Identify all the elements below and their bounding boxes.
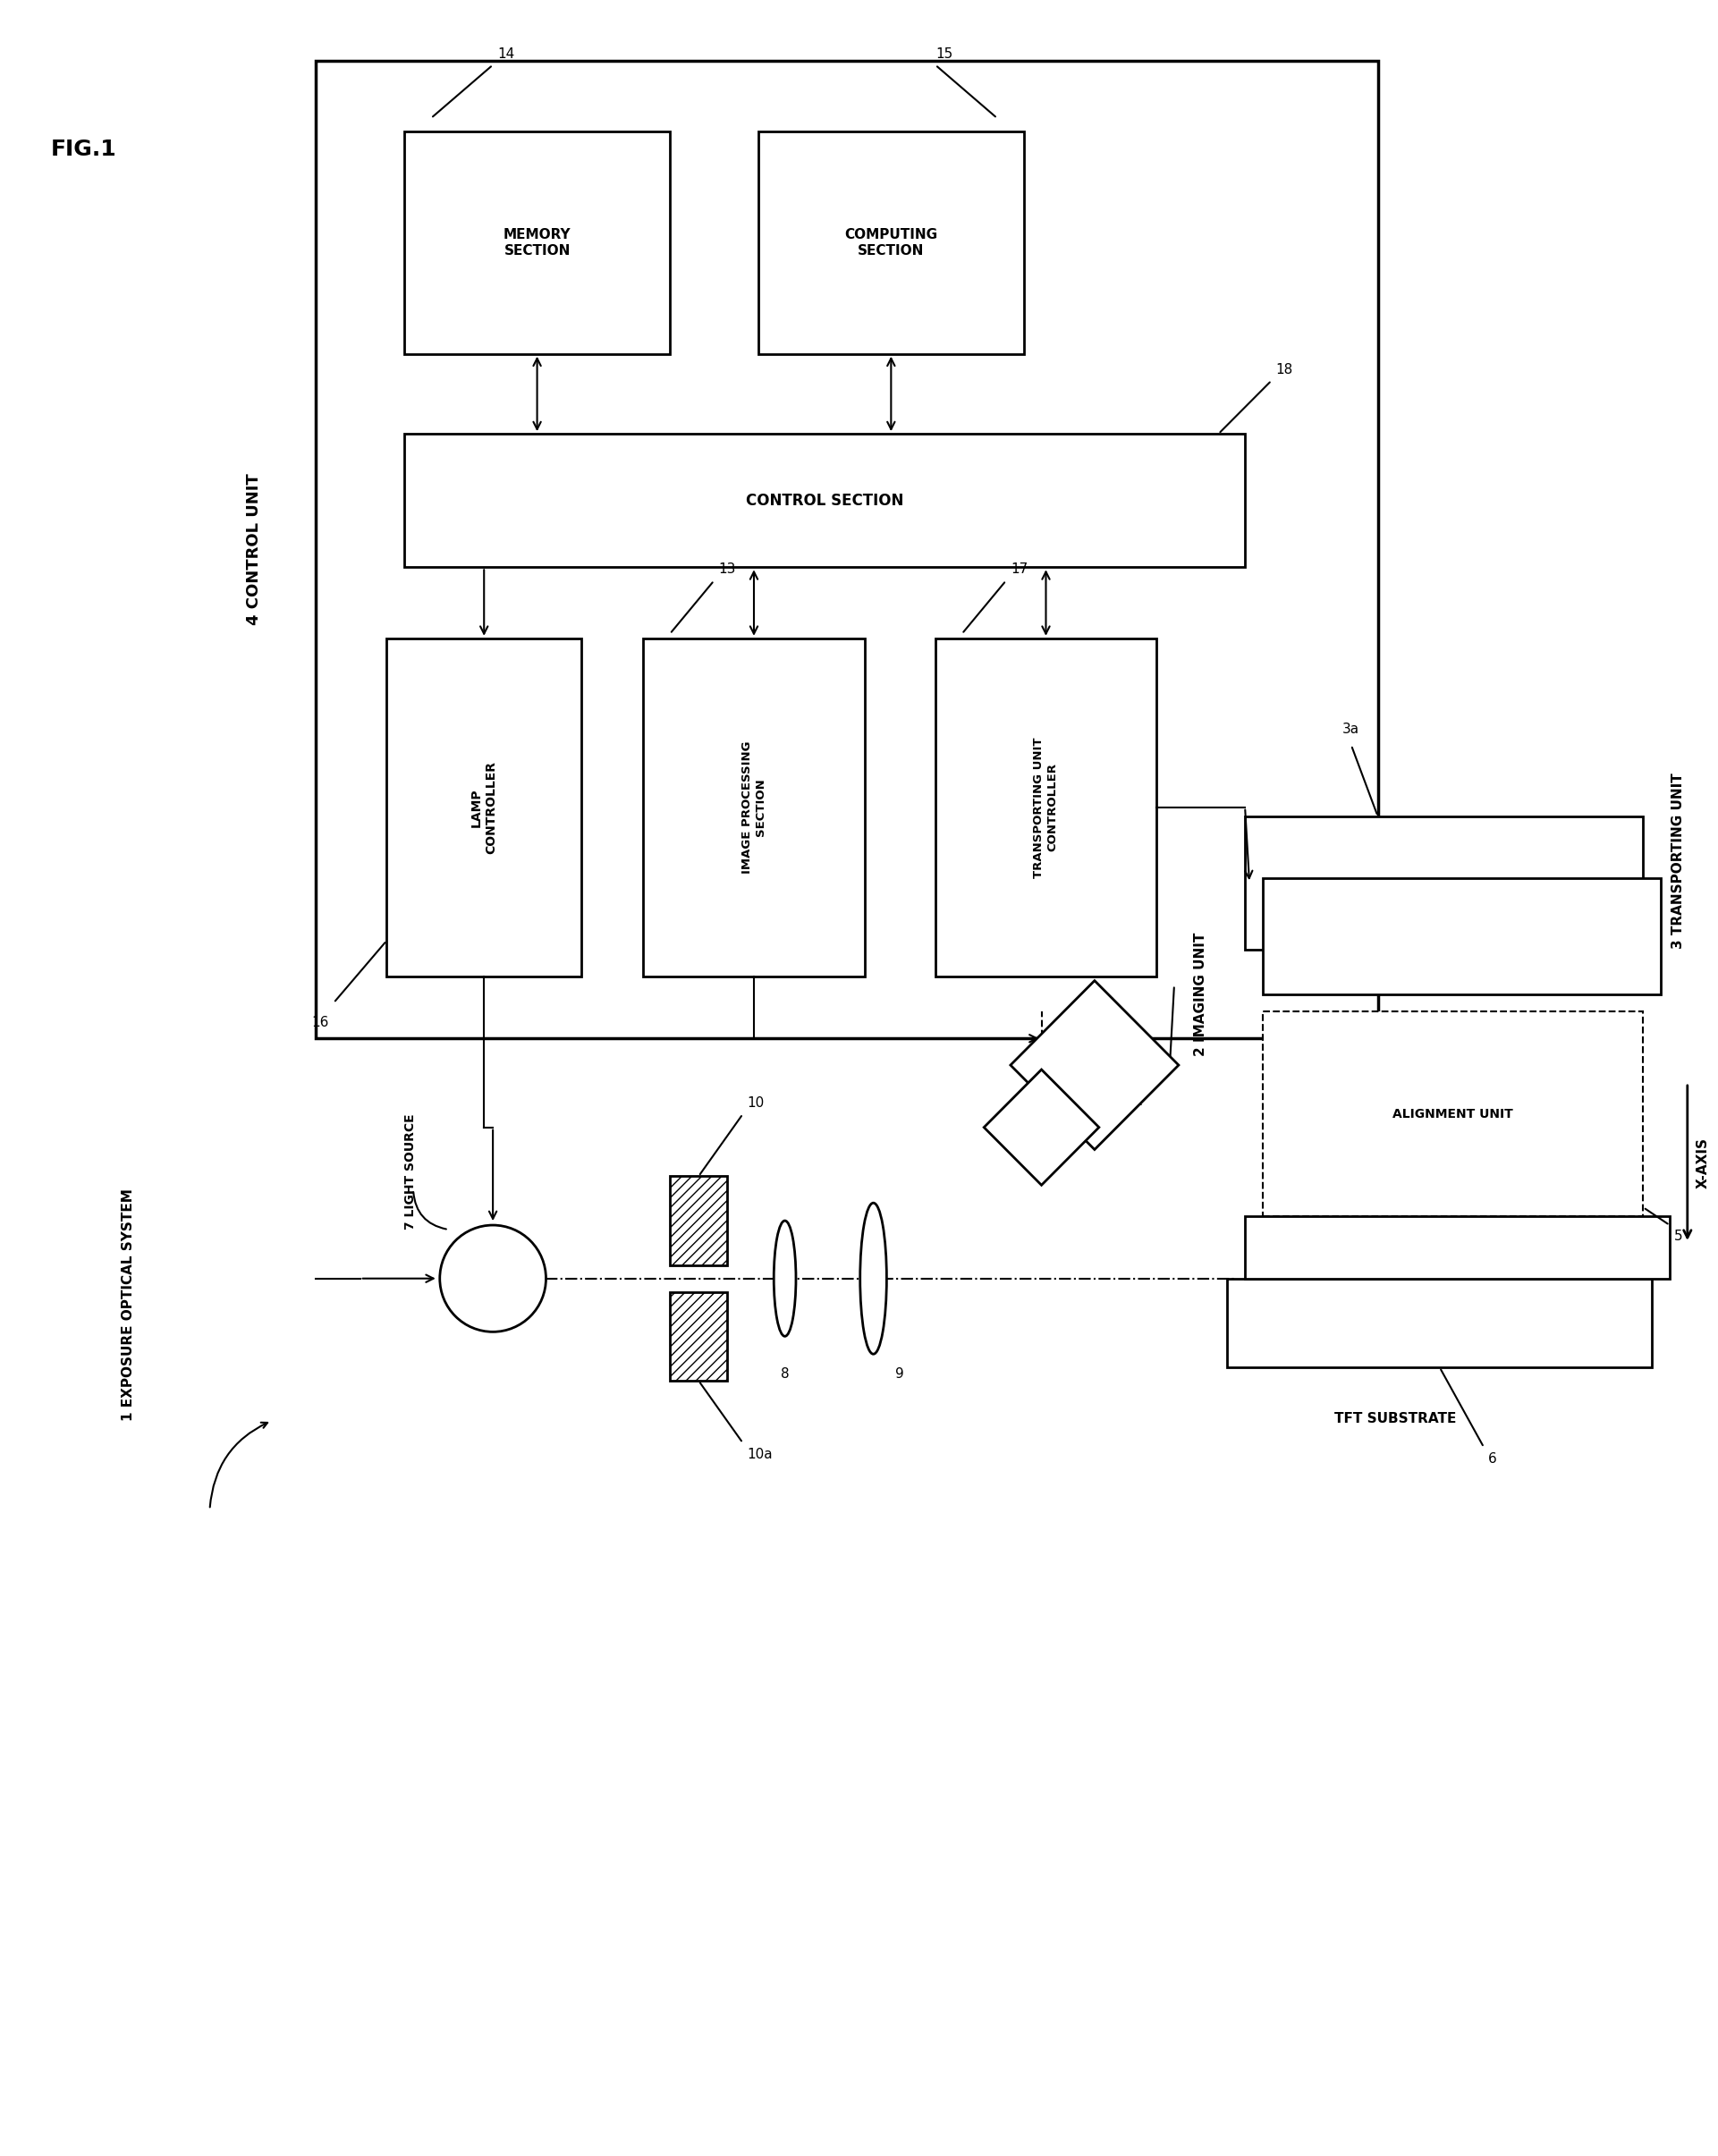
Text: MEMORY
SECTION: MEMORY SECTION [503, 229, 570, 257]
Bar [670, 1177, 727, 1266]
Text: COMPUTING
SECTION: COMPUTING SECTION [845, 229, 938, 257]
Bar [1246, 817, 1642, 949]
Text: 1 EXPOSURE OPTICAL SYSTEM: 1 EXPOSURE OPTICAL SYSTEM [122, 1188, 134, 1421]
Text: TRANSPORTING UNIT
CONTROLLER: TRANSPORTING UNIT CONTROLLER [1034, 737, 1058, 877]
Bar [758, 132, 1024, 354]
Bar [404, 433, 1246, 567]
Text: 2 IMAGING UNIT: 2 IMAGING UNIT [1194, 931, 1208, 1056]
Bar [316, 60, 1378, 1039]
Text: 16: 16 [311, 1015, 328, 1031]
Text: 4 CONTROL UNIT: 4 CONTROL UNIT [246, 474, 263, 625]
Bar [935, 638, 1156, 977]
Text: TFT SUBSTRATE: TFT SUBSTRATE [1335, 1412, 1457, 1425]
Bar [387, 638, 581, 977]
Text: 10: 10 [747, 1095, 765, 1110]
Bar [1227, 1279, 1653, 1367]
Text: A: A [1130, 1093, 1141, 1108]
Text: 8: 8 [780, 1367, 789, 1380]
Text: 15: 15 [935, 47, 952, 60]
Text: 9: 9 [895, 1367, 904, 1380]
Text: 17: 17 [1010, 563, 1027, 576]
Text: 13: 13 [718, 563, 735, 576]
Text: LAMP
CONTROLLER: LAMP CONTROLLER [471, 761, 498, 854]
Bar [1246, 1216, 1670, 1279]
Ellipse shape [773, 1220, 795, 1337]
Polygon shape [1010, 981, 1179, 1149]
Bar [1263, 1011, 1642, 1216]
Bar [404, 132, 670, 354]
Bar [670, 1291, 727, 1380]
Text: 18: 18 [1276, 362, 1294, 375]
Text: IMAGE PROCESSING
SECTION: IMAGE PROCESSING SECTION [742, 742, 766, 873]
Bar [643, 638, 864, 977]
Text: 6: 6 [1488, 1451, 1496, 1466]
Bar [670, 1177, 727, 1266]
Bar [1263, 877, 1661, 994]
Text: 3a: 3a [1342, 722, 1359, 735]
Text: FIG.1: FIG.1 [50, 138, 117, 160]
Text: X-AXIS: X-AXIS [1696, 1138, 1709, 1188]
Text: 14: 14 [497, 47, 514, 60]
Text: ALIGNMENT UNIT: ALIGNMENT UNIT [1393, 1108, 1514, 1121]
Text: 7 LIGHT SOURCE: 7 LIGHT SOURCE [404, 1115, 417, 1229]
Bar [670, 1291, 727, 1380]
Polygon shape [984, 1069, 1100, 1186]
Ellipse shape [861, 1203, 886, 1354]
Text: 3 TRANSPORTING UNIT: 3 TRANSPORTING UNIT [1672, 772, 1685, 949]
Text: 10a: 10a [747, 1447, 773, 1462]
Text: 5: 5 [1673, 1229, 1682, 1244]
Text: CONTROL SECTION: CONTROL SECTION [746, 492, 904, 509]
